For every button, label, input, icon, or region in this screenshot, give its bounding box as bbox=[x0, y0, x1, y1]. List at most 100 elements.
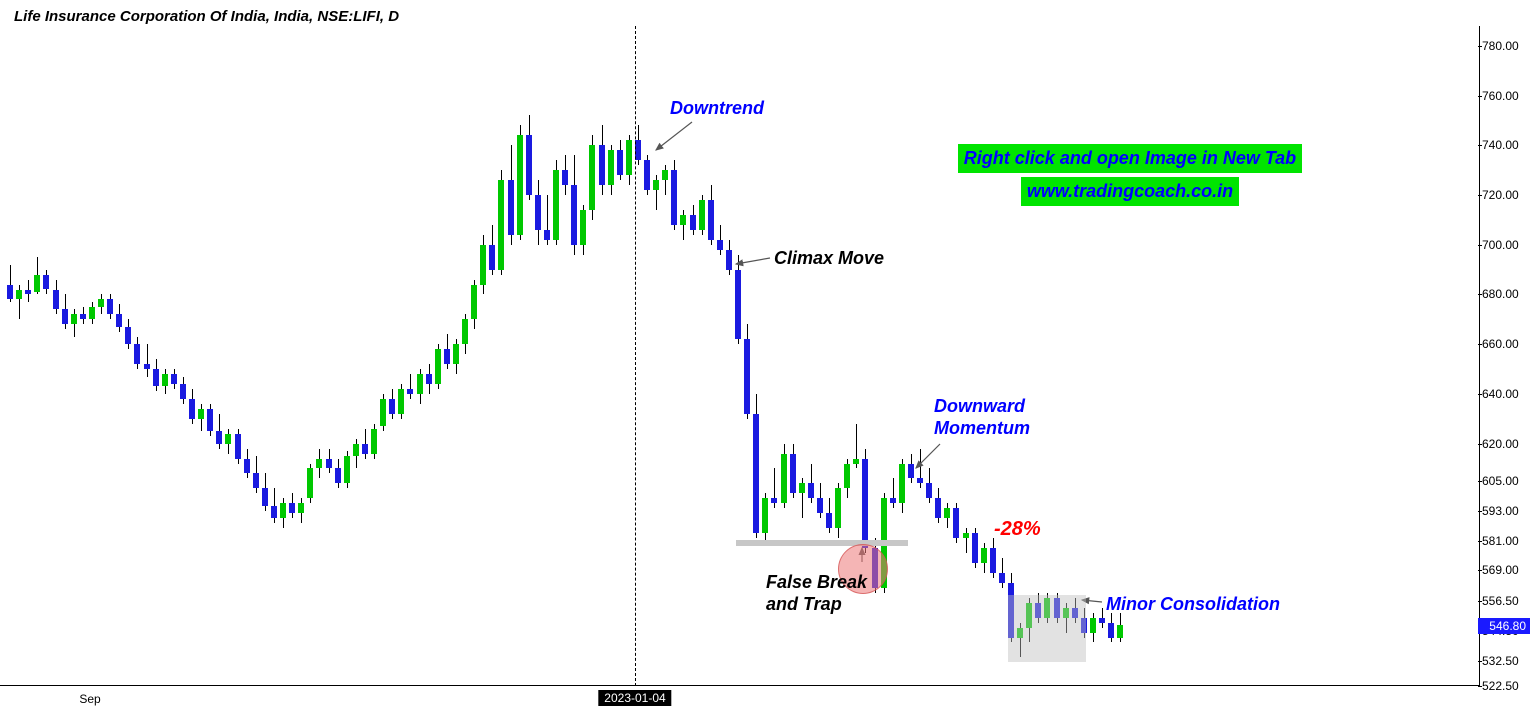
candle-body bbox=[280, 503, 286, 518]
candle-body bbox=[1117, 625, 1123, 637]
candle-body bbox=[972, 533, 978, 563]
candle-body bbox=[380, 399, 386, 426]
x-axis bbox=[0, 685, 1480, 686]
x-tick-label: Sep bbox=[79, 692, 100, 706]
candle-body bbox=[580, 210, 586, 245]
y-tick-label: 660.00 bbox=[1482, 338, 1530, 350]
candle-body bbox=[344, 456, 350, 483]
candle-body bbox=[407, 389, 413, 394]
consolidation-box bbox=[1008, 595, 1086, 662]
info-banner-line: www.tradingcoach.co.in bbox=[1021, 177, 1239, 206]
candle-body bbox=[981, 548, 987, 563]
candle-body bbox=[271, 506, 277, 518]
candle-body bbox=[535, 195, 541, 230]
candle-body bbox=[790, 454, 796, 494]
candle-body bbox=[944, 508, 950, 518]
candle-body bbox=[362, 444, 368, 454]
candle-body bbox=[98, 299, 104, 306]
candle-body bbox=[171, 374, 177, 384]
y-tick-label: 532.50 bbox=[1482, 655, 1530, 667]
candle-body bbox=[353, 444, 359, 456]
candle-wick bbox=[966, 528, 967, 553]
y-tick-label: 700.00 bbox=[1482, 239, 1530, 251]
chart-plot-area[interactable] bbox=[0, 26, 1480, 672]
candle-body bbox=[489, 245, 495, 270]
candle-body bbox=[216, 431, 222, 443]
candle-body bbox=[62, 309, 68, 324]
candle-body bbox=[626, 140, 632, 175]
candle-body bbox=[25, 290, 31, 295]
candle-body bbox=[1108, 623, 1114, 638]
candle-body bbox=[799, 483, 805, 493]
y-tick-label: 605.00 bbox=[1482, 475, 1530, 487]
candle-body bbox=[926, 483, 932, 498]
candle-body bbox=[963, 533, 969, 538]
candle-body bbox=[562, 170, 568, 185]
candle-body bbox=[453, 344, 459, 364]
annotation-label: False Breakand Trap bbox=[766, 572, 867, 615]
annotation-label: Climax Move bbox=[774, 248, 884, 270]
candle-body bbox=[107, 299, 113, 314]
candle-body bbox=[34, 275, 40, 292]
annotation-label: -28% bbox=[994, 518, 1041, 541]
candle-body bbox=[398, 389, 404, 414]
y-tick-label: 620.00 bbox=[1482, 438, 1530, 450]
candle-body bbox=[244, 459, 250, 474]
candle-body bbox=[690, 215, 696, 230]
y-tick-label: 740.00 bbox=[1482, 139, 1530, 151]
candle-body bbox=[553, 170, 559, 240]
candle-body bbox=[526, 135, 532, 195]
annotation-label: DownwardMomentum bbox=[934, 396, 1030, 439]
candle-body bbox=[43, 275, 49, 290]
last-price-badge: 546.80 bbox=[1478, 618, 1530, 634]
candle-body bbox=[1090, 618, 1096, 633]
candle-body bbox=[544, 230, 550, 240]
candle-body bbox=[153, 369, 159, 386]
y-tick-label: 640.00 bbox=[1482, 388, 1530, 400]
chart-title: Life Insurance Corporation Of India, Ind… bbox=[14, 8, 399, 25]
candle-body bbox=[781, 454, 787, 504]
candle-body bbox=[844, 464, 850, 489]
candle-body bbox=[708, 200, 714, 240]
x-date-marker: 2023-01-04 bbox=[598, 690, 671, 706]
candle-body bbox=[189, 399, 195, 419]
candle-body bbox=[144, 364, 150, 369]
candle-body bbox=[762, 498, 768, 533]
candle-body bbox=[7, 285, 13, 300]
candle-body bbox=[644, 160, 650, 190]
candle-body bbox=[699, 200, 705, 230]
candle-body bbox=[517, 135, 523, 234]
candle-body bbox=[89, 307, 95, 319]
candle-wick bbox=[147, 344, 148, 376]
candle-body bbox=[134, 344, 140, 364]
candle-body bbox=[571, 185, 577, 245]
candle-body bbox=[508, 180, 514, 235]
candle-body bbox=[71, 314, 77, 324]
y-tick-label: 522.50 bbox=[1482, 680, 1530, 692]
candle-wick bbox=[410, 374, 411, 399]
y-tick-label: 556.50 bbox=[1482, 595, 1530, 607]
candle-body bbox=[480, 245, 486, 285]
candle-body bbox=[462, 319, 468, 344]
candle-body bbox=[162, 374, 168, 386]
candle-body bbox=[726, 250, 732, 270]
candle-body bbox=[953, 508, 959, 538]
annotation-label: Downtrend bbox=[670, 98, 764, 120]
candle-body bbox=[207, 409, 213, 431]
candle-body bbox=[862, 459, 868, 548]
candle-body bbox=[289, 503, 295, 513]
candle-body bbox=[617, 150, 623, 175]
candle-body bbox=[389, 399, 395, 414]
candle-body bbox=[817, 498, 823, 513]
candle-body bbox=[808, 483, 814, 498]
candle-body bbox=[298, 503, 304, 513]
candle-body bbox=[599, 145, 605, 185]
candle-body bbox=[990, 548, 996, 573]
vertical-date-line bbox=[635, 26, 636, 686]
candle-body bbox=[371, 429, 377, 454]
candle-body bbox=[180, 384, 186, 399]
candle-body bbox=[717, 240, 723, 250]
candle-body bbox=[80, 314, 86, 319]
y-tick-label: 581.00 bbox=[1482, 535, 1530, 547]
info-banner: Right click and open Image in New Tabwww… bbox=[920, 144, 1340, 206]
